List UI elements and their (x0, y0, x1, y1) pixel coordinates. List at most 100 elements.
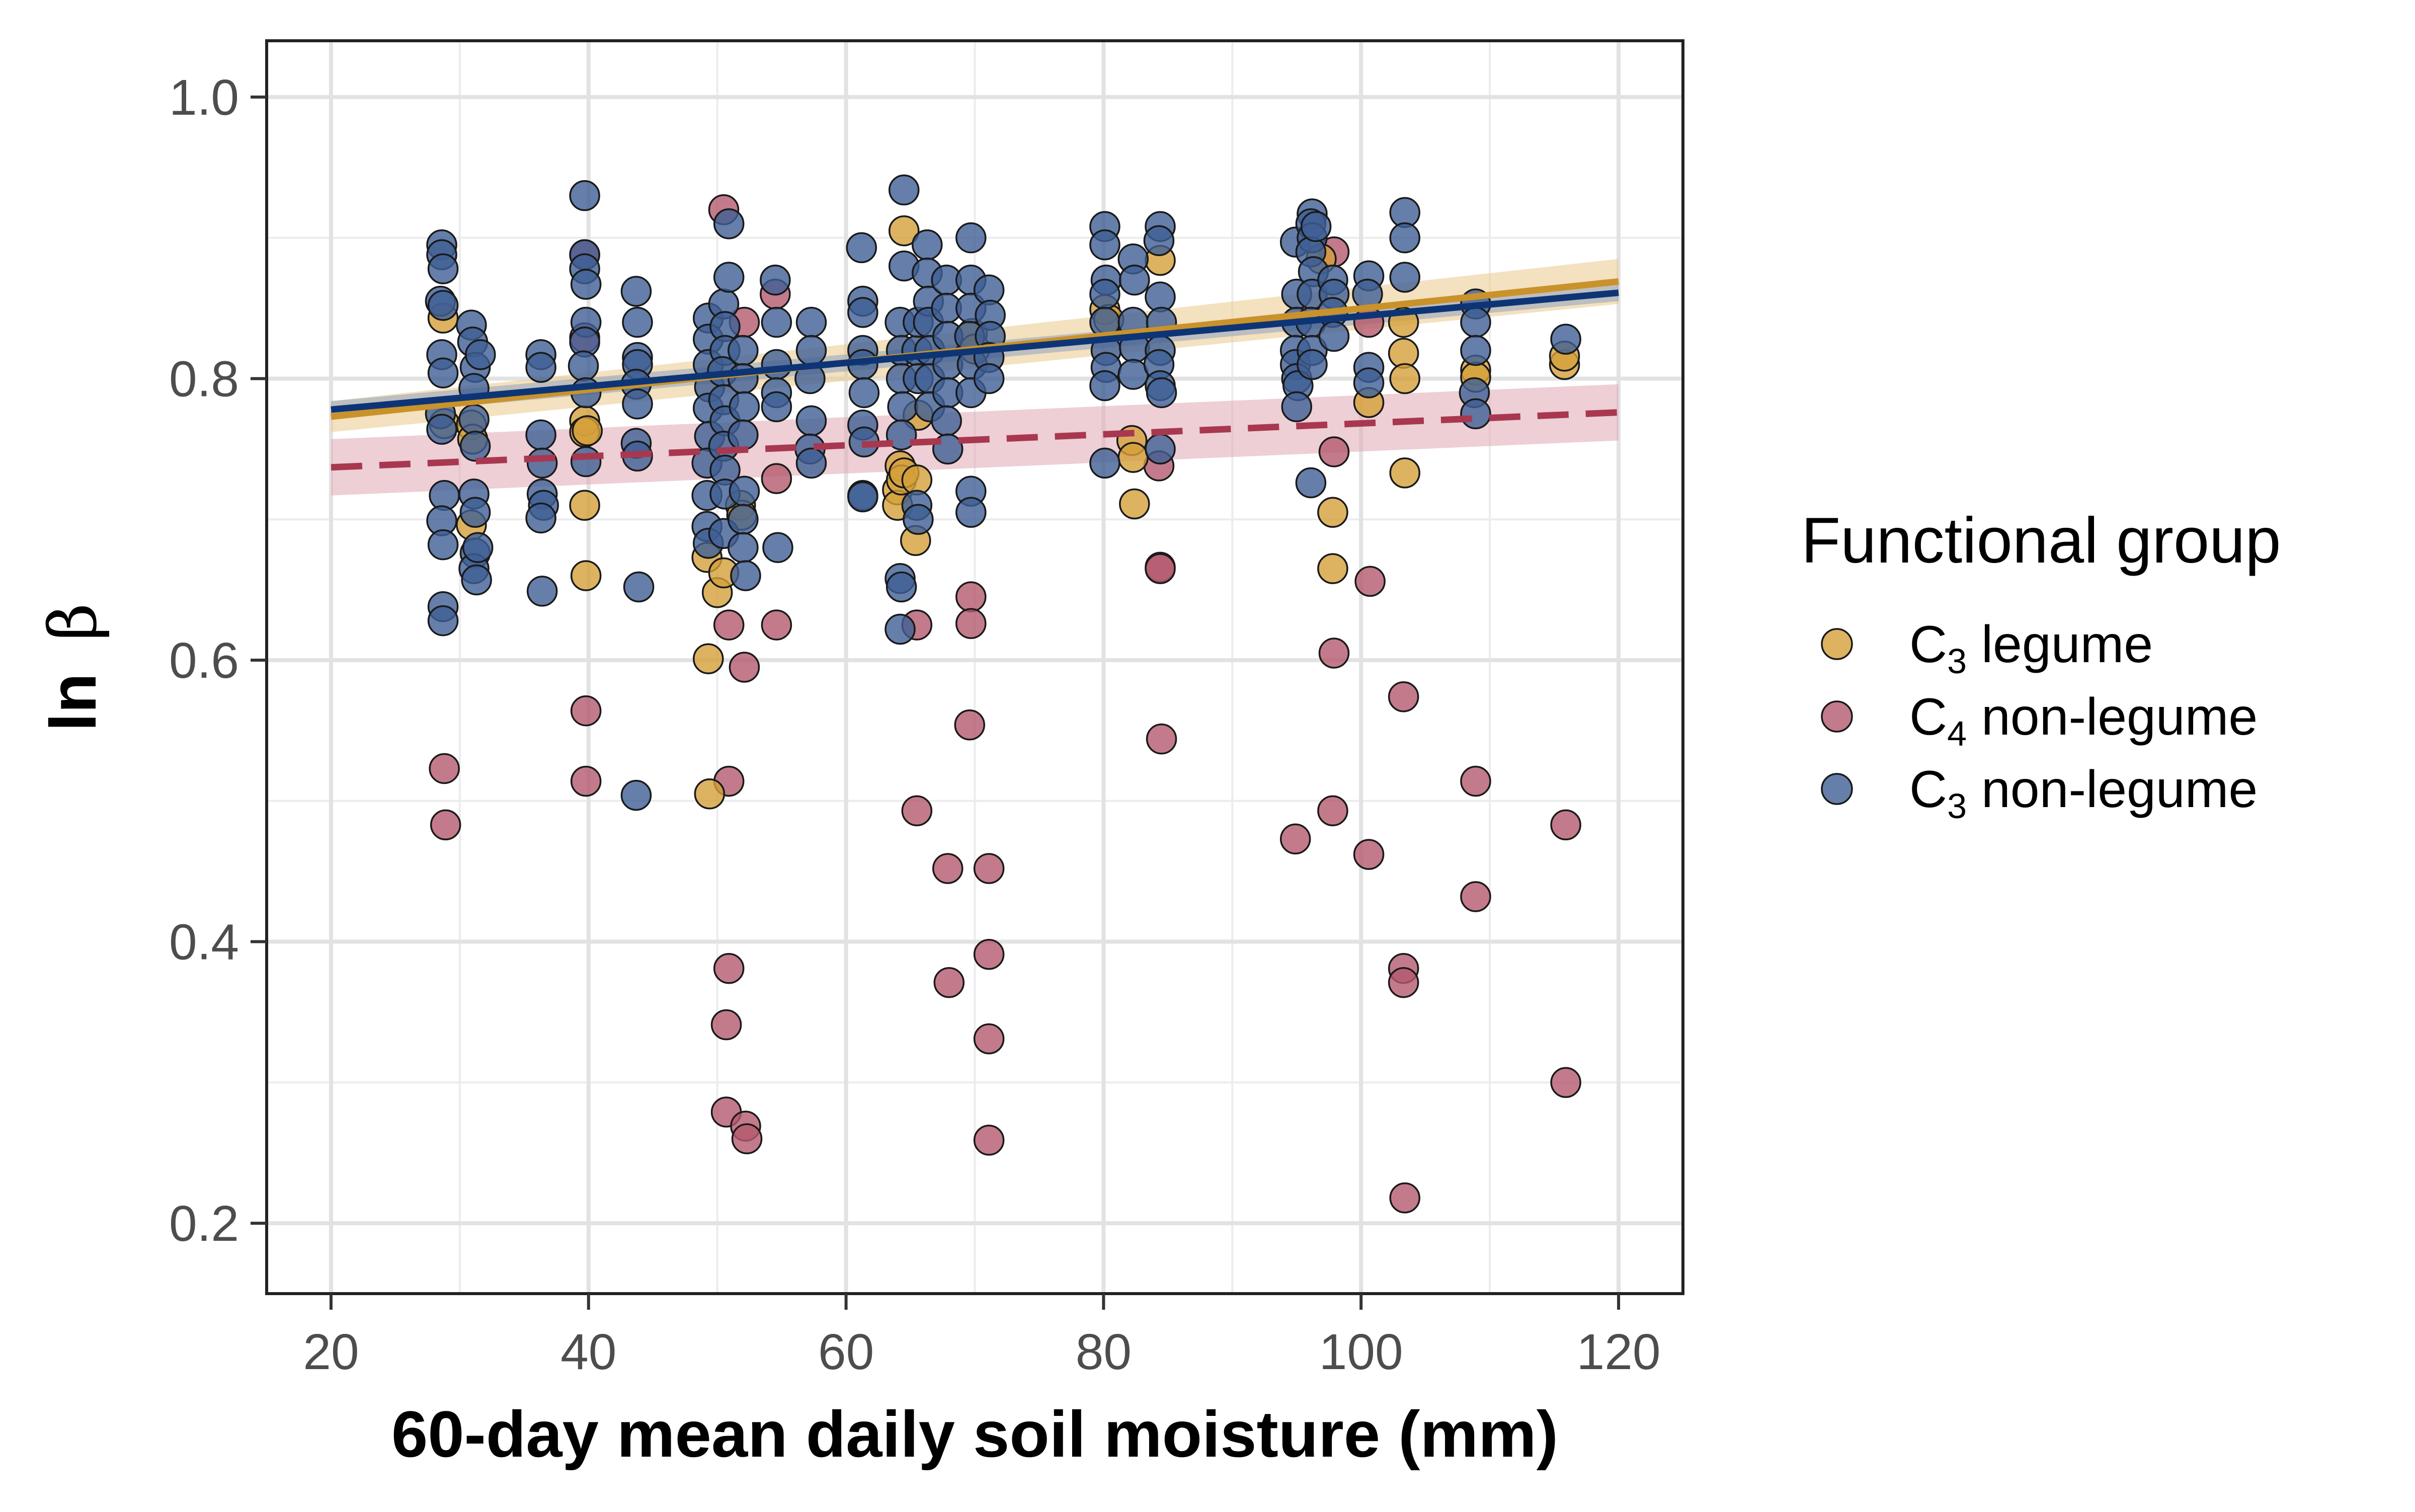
point-c3_non_legume (729, 475, 760, 507)
fit-line-c4_non_legume (331, 409, 1619, 471)
point-c3_legume (889, 215, 920, 247)
point-c4_non_legume (933, 967, 965, 998)
point-c3_non_legume (1389, 222, 1420, 254)
point-c3_non_legume (1460, 335, 1491, 366)
point-c3_non_legume (569, 180, 600, 211)
point-c3_non_legume (1089, 229, 1120, 261)
point-c3_non_legume (462, 532, 494, 563)
point-c3_non_legume (761, 391, 792, 423)
point-c3_non_legume (955, 222, 987, 254)
point-c3_non_legume (1550, 324, 1581, 355)
point-c4_non_legume (1388, 681, 1419, 712)
point-c4_non_legume (1460, 765, 1491, 797)
fit-lines (331, 278, 1619, 471)
point-c4_non_legume (1279, 823, 1311, 855)
point-c3_non_legume (622, 388, 653, 420)
point-c3_non_legume (903, 504, 934, 535)
point-c3_non_legume (1300, 211, 1332, 243)
point-c4_non_legume (955, 581, 987, 612)
point-c3_non_legume (713, 208, 745, 240)
point-c4_non_legume (729, 652, 760, 683)
legend-label-subscript: 4 (1947, 714, 1967, 753)
point-c3_non_legume (846, 232, 877, 264)
point-c3_non_legume (889, 174, 920, 206)
legend-label-suffix: legume (1967, 615, 2153, 674)
point-c3_non_legume (525, 352, 556, 383)
point-c3_non_legume (931, 405, 962, 437)
point-c4_non_legume (955, 608, 987, 640)
point-c3_legume (693, 643, 724, 674)
point-c3_non_legume (762, 532, 793, 563)
legend-label-c3_non_legume: C3 non-legume (1909, 760, 2258, 826)
point-c4_non_legume (973, 938, 1005, 970)
point-c4_non_legume (713, 609, 745, 641)
point-c4_non_legume (973, 1023, 1005, 1055)
legend-key-c3_non_legume (1821, 773, 1853, 805)
point-c4_non_legume (973, 1125, 1005, 1156)
point-c3_non_legume (730, 560, 761, 591)
point-c3_non_legume (465, 339, 496, 370)
point-c3_non_legume (760, 264, 791, 296)
y-axis-title: ln β (35, 603, 111, 732)
point-c3_legume (694, 778, 726, 810)
point-c4_non_legume (570, 695, 602, 727)
x-tick-label: 60 (818, 1324, 874, 1380)
legend-label-subscript: 3 (1947, 642, 1967, 681)
point-c3_non_legume (1297, 349, 1328, 380)
point-c3_non_legume (1460, 398, 1491, 430)
point-c3_legume (1117, 442, 1149, 473)
legend-label-suffix: non-legume (1967, 760, 2258, 819)
point-c3_non_legume (570, 269, 602, 300)
point-c3_non_legume (427, 290, 459, 321)
point-c3_non_legume (729, 391, 760, 423)
point-c4_non_legume (1317, 795, 1348, 827)
point-c3_non_legume (426, 414, 457, 445)
point-c3_non_legume (884, 613, 916, 645)
data-points (425, 174, 1581, 1214)
point-c4_non_legume (1146, 723, 1177, 755)
point-c3_non_legume (1146, 377, 1177, 409)
point-c3_non_legume (1119, 264, 1150, 296)
legend-label-prefix: C (1909, 615, 1947, 674)
point-c3_non_legume (795, 306, 827, 338)
point-c3_non_legume (1281, 391, 1313, 423)
point-c3_non_legume (1089, 370, 1120, 402)
point-c3_non_legume (761, 349, 792, 380)
legend-title: Functional group (1801, 505, 2281, 577)
point-c4_non_legume (1318, 638, 1350, 669)
x-tick-label: 40 (560, 1324, 616, 1380)
point-c3_non_legume (795, 405, 827, 437)
x-tick-label: 80 (1076, 1324, 1132, 1380)
legend-label-prefix: C (1909, 760, 1947, 819)
point-c3_non_legume (623, 571, 655, 603)
point-c3_non_legume (848, 377, 880, 409)
point-c4_non_legume (1460, 881, 1491, 912)
x-tick-label: 20 (303, 1324, 359, 1380)
point-c4_non_legume (1145, 553, 1176, 584)
y-tick-label: 0.8 (169, 351, 239, 407)
y-tick-label: 0.4 (169, 914, 239, 971)
point-c4_non_legume (1353, 839, 1385, 870)
point-c3_non_legume (887, 391, 918, 423)
point-c3_non_legume (459, 431, 491, 462)
legend-label-subscript: 3 (1947, 786, 1967, 826)
point-c3_non_legume (1318, 321, 1350, 352)
point-c4_non_legume (973, 853, 1005, 884)
point-c3_non_legume (526, 576, 558, 607)
point-c4_non_legume (430, 809, 461, 841)
point-c4_non_legume (710, 1009, 742, 1041)
legend-label-prefix: C (1909, 688, 1947, 746)
y-tick-label: 1.0 (169, 69, 239, 126)
point-c3_non_legume (728, 335, 759, 366)
point-c3_non_legume (1145, 433, 1176, 465)
point-c4_non_legume (761, 609, 792, 641)
point-c3_non_legume (795, 447, 827, 479)
point-c4_non_legume (731, 1123, 763, 1154)
point-c3_non_legume (1389, 262, 1420, 293)
point-c3_non_legume (886, 571, 917, 603)
y-tick-label: 0.6 (169, 632, 239, 689)
y-axis-title-main: ln (36, 673, 110, 732)
legend-key-c3_legume (1821, 628, 1853, 660)
